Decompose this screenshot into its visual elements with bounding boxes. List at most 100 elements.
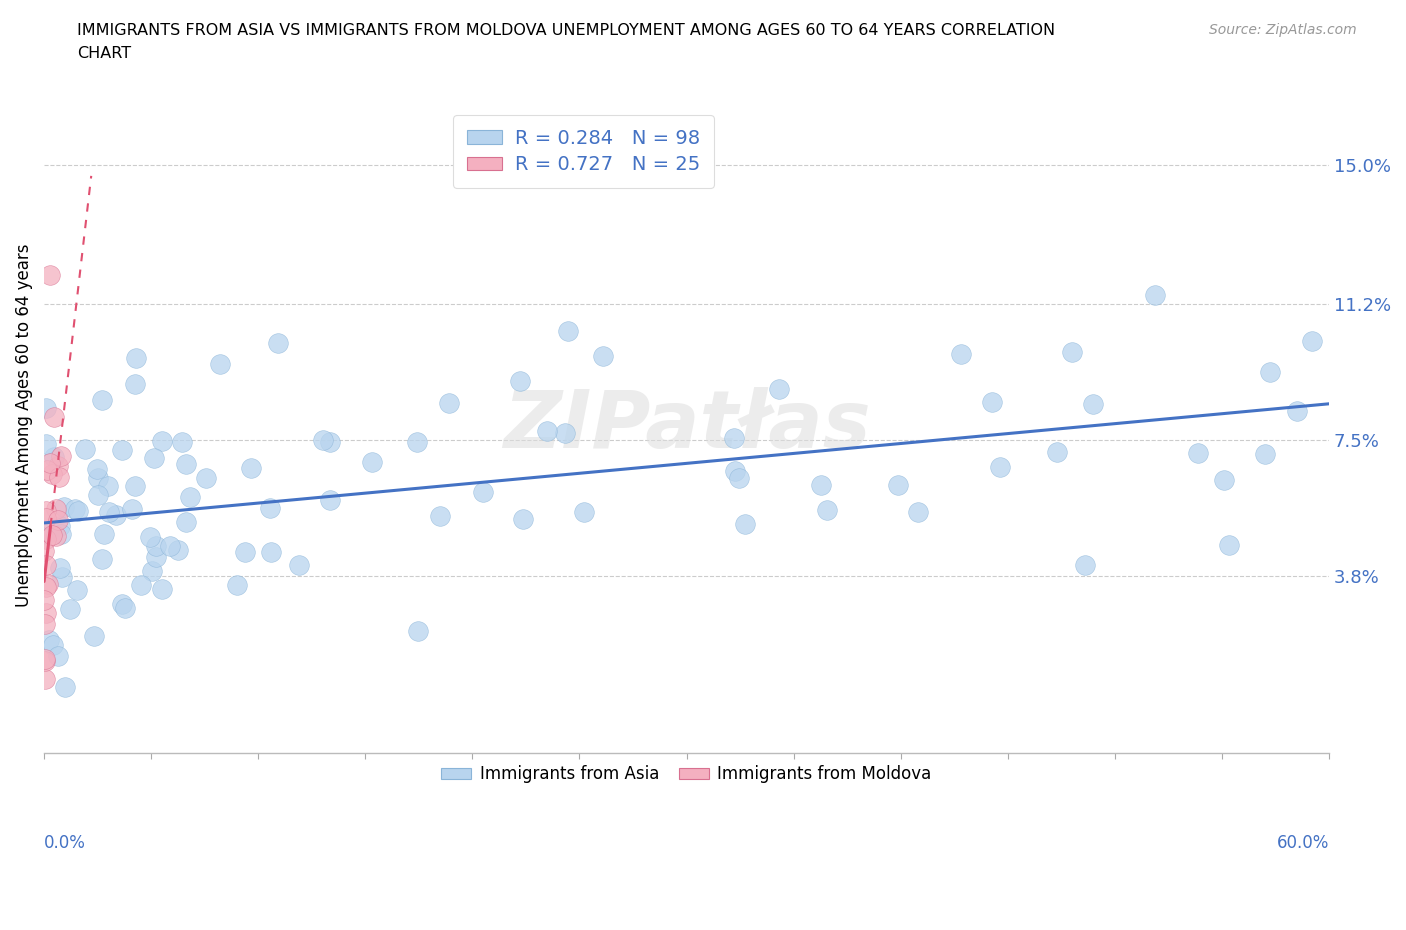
Point	[41, 527, 63, 542]
Point	[557, 324, 579, 339]
Point	[49, 526, 72, 541]
Point	[172, 434, 194, 449]
Point	[406, 623, 429, 638]
Point	[150, 581, 173, 596]
Point	[35, 605, 58, 620]
Point	[724, 463, 747, 478]
Point	[1253, 446, 1275, 461]
Text: CHART: CHART	[77, 46, 131, 61]
Point	[51, 569, 73, 584]
Text: IMMIGRANTS FROM ASIA VS IMMIGRANTS FROM MOLDOVA UNEMPLOYMENT AMONG AGES 60 TO 64: IMMIGRANTS FROM ASIA VS IMMIGRANTS FROM …	[77, 23, 1056, 38]
Point	[145, 538, 167, 553]
Point	[1144, 287, 1167, 302]
Point	[509, 374, 531, 389]
Point	[536, 424, 558, 439]
Point	[167, 542, 190, 557]
Point	[35, 401, 58, 416]
Point	[46, 648, 69, 663]
Point	[592, 349, 614, 364]
Point	[429, 508, 451, 523]
Point	[121, 501, 143, 516]
Point	[48, 470, 70, 485]
Point	[45, 502, 67, 517]
Point	[572, 505, 595, 520]
Point	[35, 558, 58, 573]
Point	[176, 457, 198, 472]
Point	[1074, 557, 1097, 572]
Point	[111, 443, 134, 458]
Point	[35, 503, 58, 518]
Point	[887, 478, 910, 493]
Y-axis label: Unemployment Among Ages 60 to 64 years: Unemployment Among Ages 60 to 64 years	[15, 244, 32, 607]
Point	[34, 592, 56, 607]
Point	[266, 336, 288, 351]
Point	[53, 679, 76, 694]
Point	[209, 356, 232, 371]
Point	[1286, 404, 1309, 418]
Point	[49, 449, 72, 464]
Point	[34, 671, 56, 686]
Point	[35, 532, 58, 547]
Point	[152, 433, 174, 448]
Point	[319, 434, 342, 449]
Legend: Immigrants from Asia, Immigrants from Moldova: Immigrants from Asia, Immigrants from Mo…	[434, 759, 938, 790]
Text: 60.0%: 60.0%	[1277, 833, 1329, 852]
Point	[240, 460, 263, 475]
Point	[35, 511, 58, 525]
Point	[734, 517, 756, 532]
Point	[1187, 445, 1209, 460]
Point	[361, 455, 384, 470]
Point	[66, 582, 89, 597]
Point	[139, 529, 162, 544]
Point	[35, 580, 58, 595]
Point	[42, 409, 65, 424]
Point	[907, 505, 929, 520]
Point	[34, 617, 56, 631]
Point	[174, 514, 197, 529]
Point	[73, 442, 96, 457]
Point	[35, 527, 58, 542]
Point	[87, 471, 110, 485]
Point	[34, 654, 56, 669]
Point	[66, 503, 89, 518]
Point	[124, 376, 146, 391]
Point	[288, 558, 311, 573]
Point	[312, 432, 335, 447]
Point	[1212, 473, 1234, 488]
Point	[93, 527, 115, 542]
Point	[35, 437, 58, 452]
Point	[259, 500, 281, 515]
Point	[42, 449, 65, 464]
Point	[52, 499, 75, 514]
Point	[37, 577, 59, 591]
Point	[38, 632, 60, 647]
Point	[39, 268, 62, 283]
Point	[129, 578, 152, 592]
Point	[233, 545, 256, 560]
Point	[49, 561, 72, 576]
Point	[145, 550, 167, 565]
Point	[97, 479, 120, 494]
Point	[512, 512, 534, 526]
Point	[143, 450, 166, 465]
Point	[768, 381, 790, 396]
Point	[124, 478, 146, 493]
Point	[48, 512, 70, 527]
Point	[104, 508, 127, 523]
Point	[554, 426, 576, 441]
Point	[90, 392, 112, 407]
Point	[406, 435, 429, 450]
Point	[39, 456, 62, 471]
Point	[319, 492, 342, 507]
Point	[41, 467, 63, 482]
Point	[86, 461, 108, 476]
Point	[179, 489, 201, 504]
Point	[1218, 538, 1240, 552]
Point	[111, 596, 134, 611]
Point	[1046, 445, 1069, 459]
Point	[34, 543, 56, 558]
Point	[260, 545, 283, 560]
Point	[34, 651, 56, 666]
Point	[815, 503, 838, 518]
Point	[83, 629, 105, 644]
